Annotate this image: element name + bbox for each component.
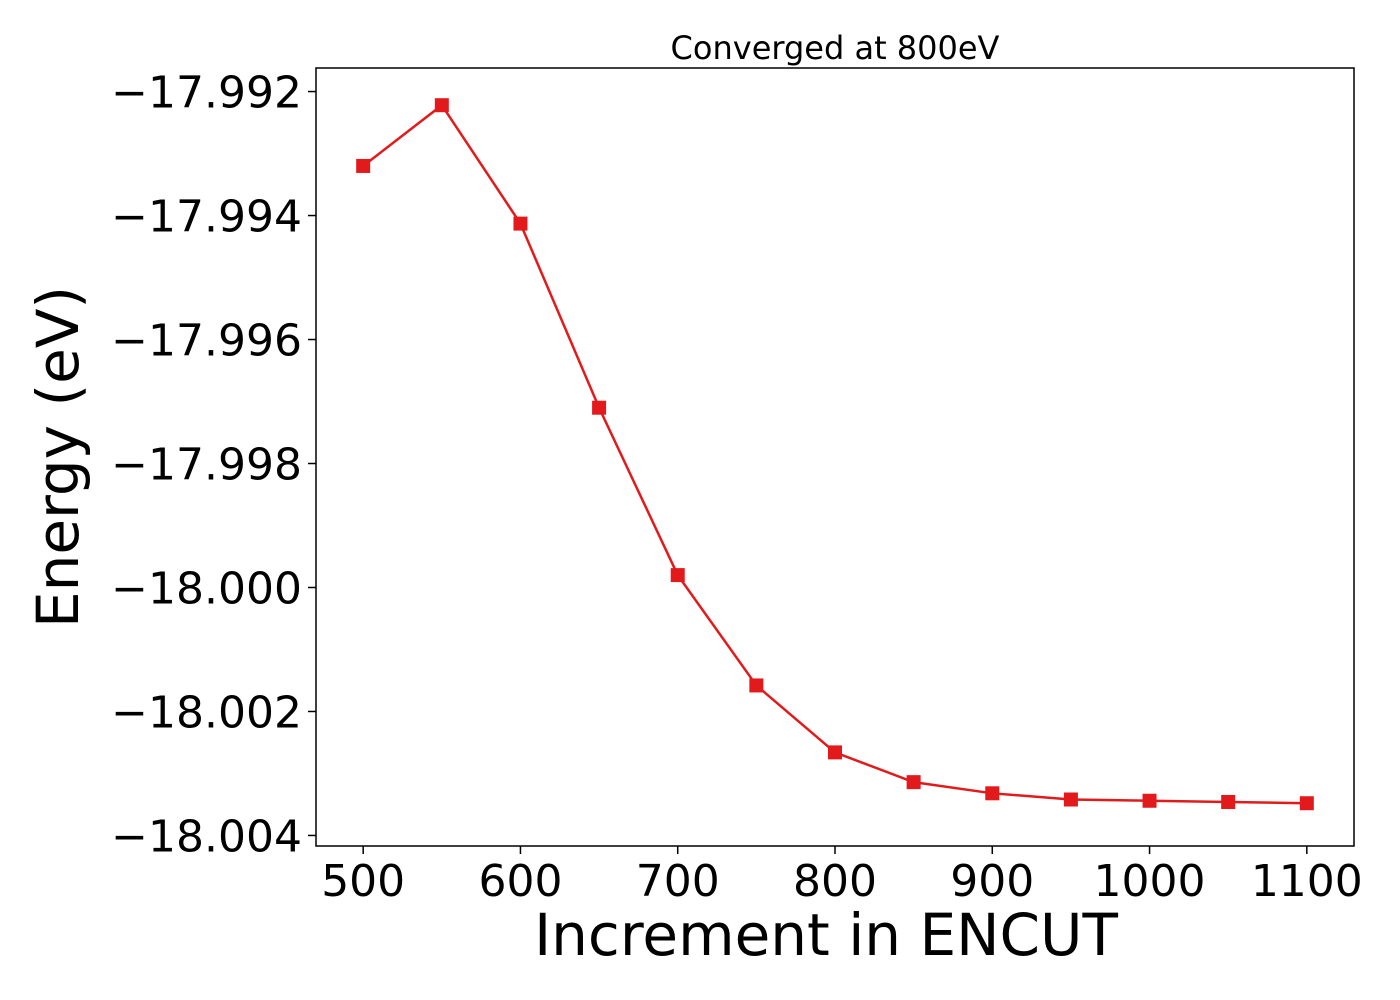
data-point: [434, 98, 449, 113]
x-tick-label: 1100: [1251, 856, 1363, 907]
x-tick-label: 900: [950, 856, 1034, 907]
y-tick-label: −17.998: [111, 440, 302, 491]
data-point: [1299, 796, 1314, 811]
y-axis: −17.992 −17.994 −17.996 −17.998 −18.000 −18.0…: [111, 68, 316, 862]
data-point: [828, 745, 842, 760]
y-axis-title: Energy (eV): [24, 286, 92, 628]
y-tick-label: −18.004: [111, 811, 302, 862]
data-point: [592, 400, 607, 415]
data-point: [985, 786, 1000, 801]
x-tick-label: 600: [478, 856, 562, 907]
x-axis-title: Increment in ENCUT: [534, 901, 1118, 969]
data-point: [906, 775, 921, 790]
plot-area: [315, 67, 1355, 847]
x-tick-label: 1000: [1094, 856, 1206, 907]
data-point: [356, 158, 371, 173]
series-group: [356, 98, 1314, 811]
series-line: [362, 103, 1307, 805]
x-tick-label: 700: [636, 856, 720, 907]
data-point: [1142, 793, 1157, 808]
data-point: [749, 678, 764, 693]
x-tick-label: 500: [321, 856, 405, 907]
y-tick-label: −18.002: [111, 687, 302, 738]
y-tick-label: −17.996: [111, 316, 302, 367]
y-tick-label: −17.994: [111, 192, 302, 243]
data-point: [1221, 794, 1236, 809]
y-tick-label: −18.000: [111, 563, 302, 614]
data-point: [513, 216, 528, 231]
x-tick-label: 800: [793, 856, 877, 907]
data-point: [1063, 792, 1078, 807]
data-point: [670, 568, 685, 583]
y-tick-label: −17.992: [111, 68, 302, 119]
x-axis: 500 600 700 800 900 1000 1100: [321, 846, 1363, 907]
chart-title: Converged at 800eV: [671, 29, 1000, 67]
